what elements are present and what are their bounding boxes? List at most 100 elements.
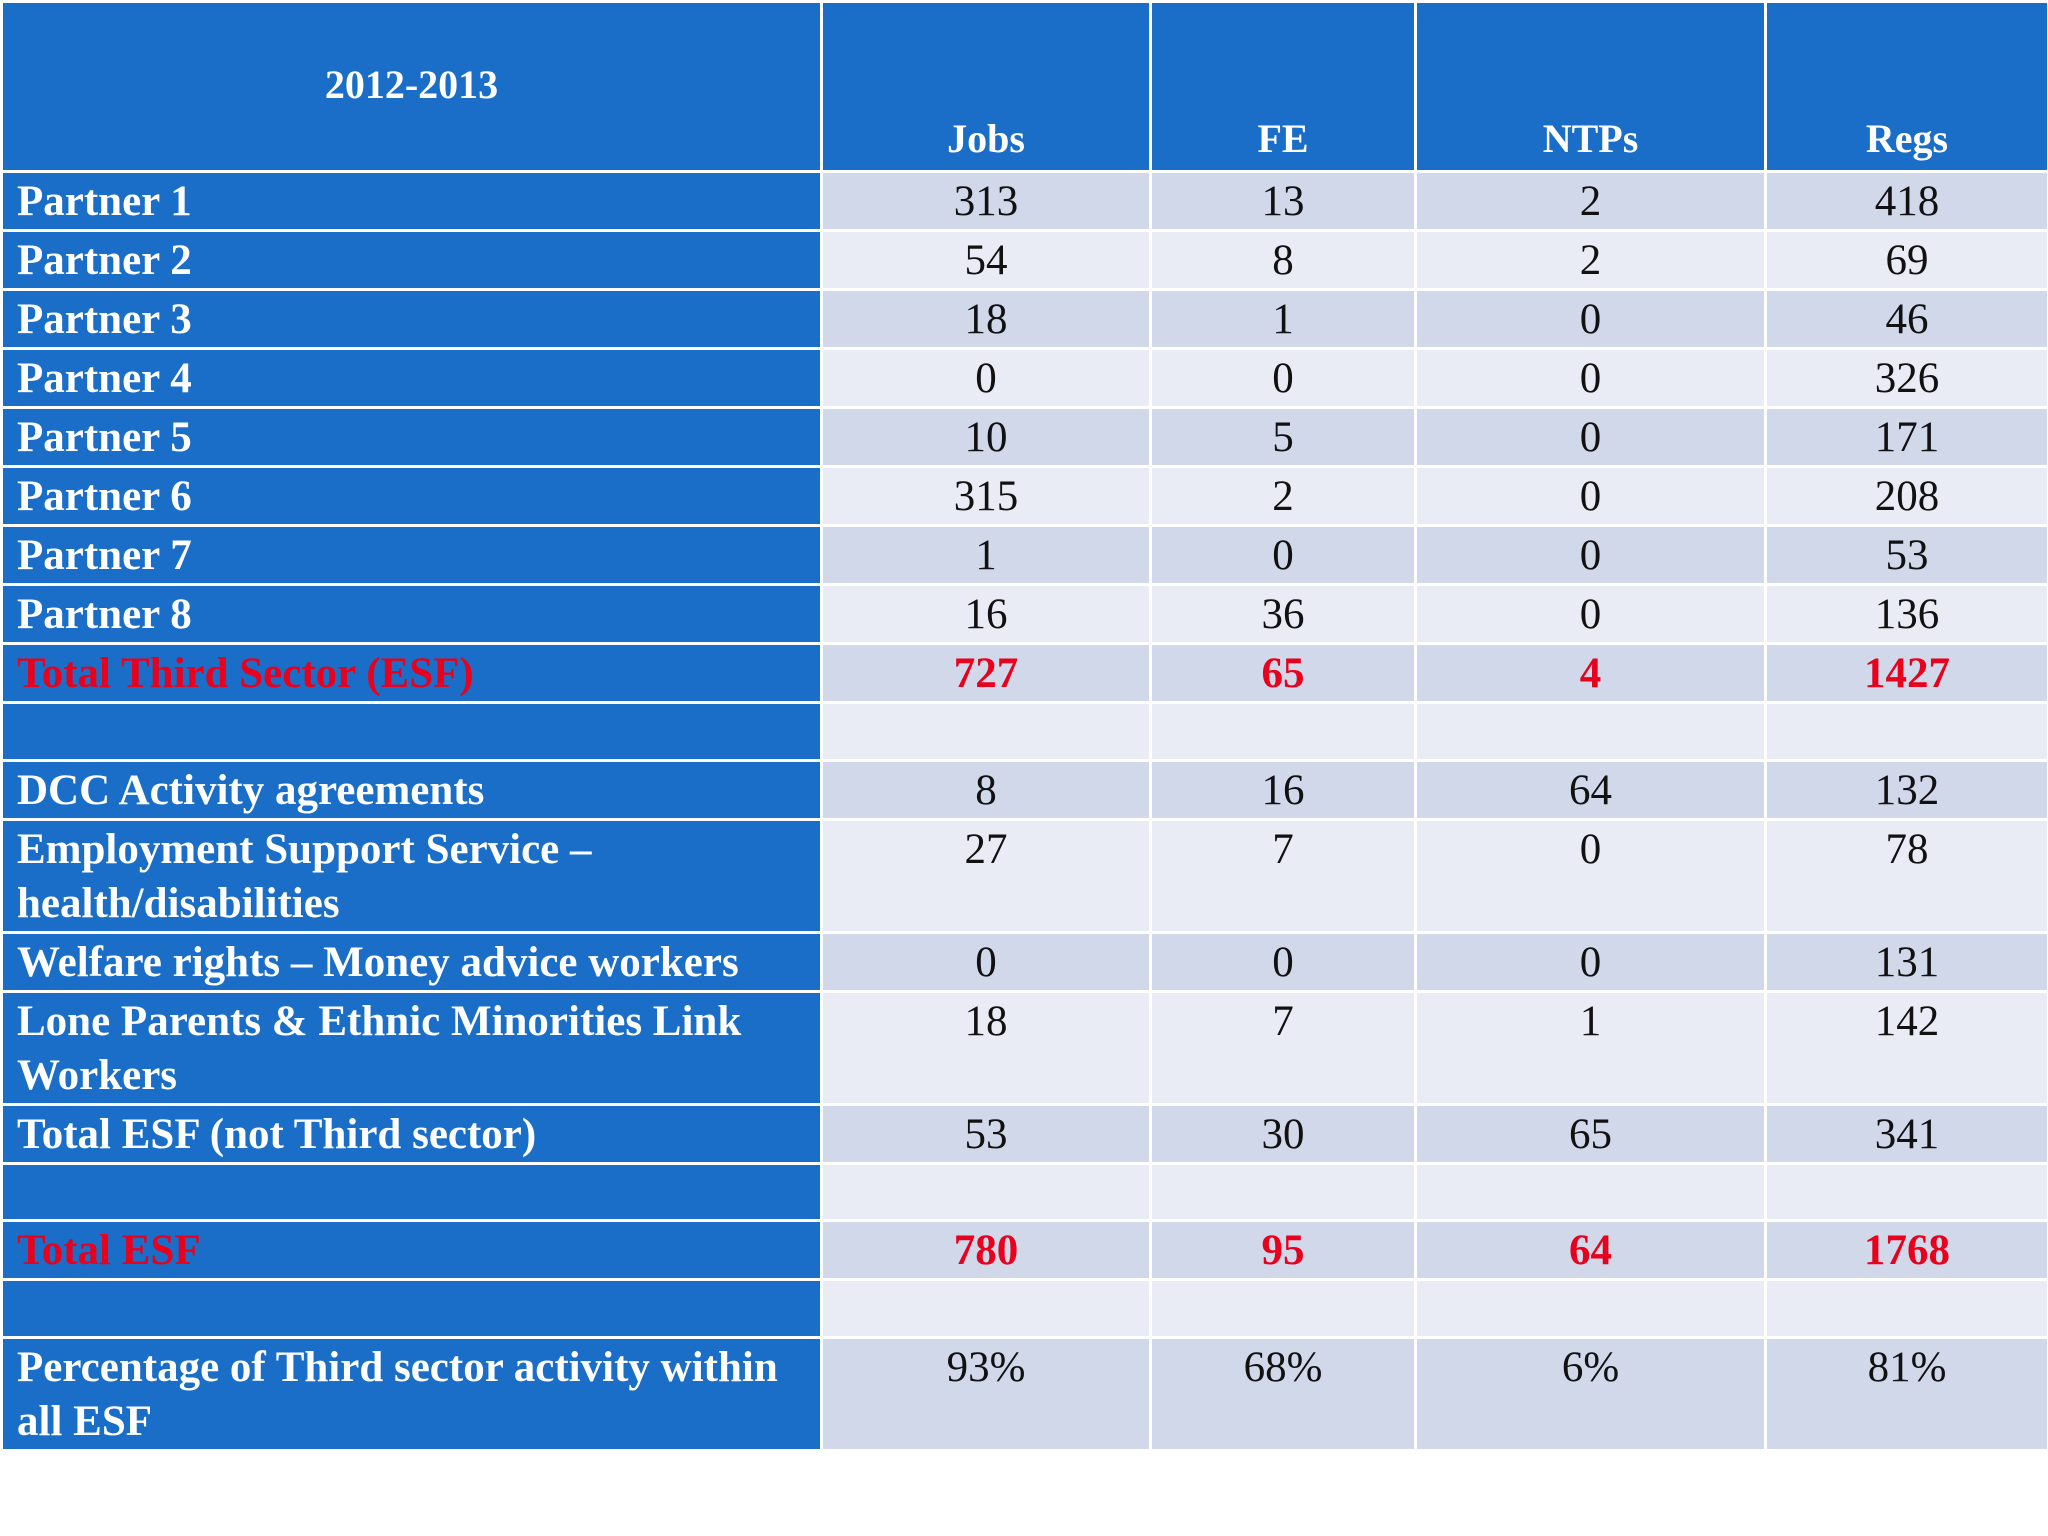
row-label: Total ESF (not Third sector): [0, 1102, 823, 1165]
data-cell: 54: [820, 229, 1152, 291]
data-cell: 1768: [1764, 1219, 2048, 1281]
data-cell: 16: [1149, 758, 1417, 821]
data-cell: 81%: [1764, 1335, 2048, 1452]
table-row: Employment Support Service – health/disa…: [0, 817, 2048, 934]
row-label: Partner 3: [0, 288, 823, 350]
table-row: Total ESF (not Third sector) 53 30 65 341: [0, 1102, 2048, 1165]
data-cell: 0: [1149, 347, 1417, 409]
data-cell: 418: [1764, 170, 2048, 232]
data-cell: 8: [820, 758, 1152, 821]
data-cell: 0: [1414, 817, 1767, 934]
row-label: Partner 6: [0, 465, 823, 527]
table-row: Partner 8 16 36 0 136: [0, 583, 2048, 645]
row-label: DCC Activity agreements: [0, 758, 823, 821]
data-cell: 68%: [1149, 1335, 1417, 1452]
data-cell: 7: [1149, 989, 1417, 1106]
data-cell: 341: [1764, 1102, 2048, 1165]
data-cell: 95: [1149, 1219, 1417, 1281]
data-cell: 13: [1149, 170, 1417, 232]
data-cell: 136: [1764, 583, 2048, 645]
table-row: Total Third Sector (ESF) 727 65 4 1427: [0, 642, 2048, 704]
row-label: Welfare rights – Money advice workers: [0, 930, 823, 993]
data-cell: 4: [1414, 642, 1767, 704]
spacer-row: [0, 1161, 2048, 1222]
spacer-cell: [1149, 1161, 1417, 1222]
row-label: Partner 4: [0, 347, 823, 409]
row-label: Total Third Sector (ESF): [0, 642, 823, 704]
spacer-row: [0, 1278, 2048, 1339]
data-cell: 0: [1414, 524, 1767, 586]
spacer-cell: [820, 1161, 1152, 1222]
data-cell: 0: [1149, 524, 1417, 586]
data-cell: 65: [1414, 1102, 1767, 1165]
data-cell: 0: [1414, 347, 1767, 409]
table-body: Partner 1 313 13 2 418 Partner 2 54 8 2 69 Partner…: [0, 170, 2048, 1452]
header-row: 2012-2013 Jobs FE NTPs Regs: [0, 0, 2048, 173]
column-header: FE: [1149, 0, 1417, 173]
data-cell: 16: [820, 583, 1152, 645]
table-header: 2012-2013 Jobs FE NTPs Regs: [0, 0, 2048, 173]
table-row: Total ESF 780 95 64 1768: [0, 1219, 2048, 1281]
row-label: Partner 5: [0, 406, 823, 468]
data-cell: 0: [1414, 930, 1767, 993]
data-cell: 18: [820, 288, 1152, 350]
row-label: Partner 7: [0, 524, 823, 586]
data-cell: 326: [1764, 347, 2048, 409]
spacer-cell: [1149, 701, 1417, 762]
data-cell: 27: [820, 817, 1152, 934]
data-cell: 727: [820, 642, 1152, 704]
spacer-cell: [820, 1278, 1152, 1339]
table-row: Partner 7 1 0 0 53: [0, 524, 2048, 586]
spacer-cell: [1414, 1278, 1767, 1339]
data-cell: 7: [1149, 817, 1417, 934]
data-cell: 2: [1149, 465, 1417, 527]
spacer-cell: [1764, 701, 2048, 762]
spacer-label: [0, 701, 823, 762]
data-cell: 1: [1149, 288, 1417, 350]
data-cell: 131: [1764, 930, 2048, 993]
data-cell: 0: [1149, 930, 1417, 993]
data-cell: 315: [820, 465, 1152, 527]
data-cell: 171: [1764, 406, 2048, 468]
column-header: NTPs: [1414, 0, 1767, 173]
data-cell: 10: [820, 406, 1152, 468]
data-cell: 36: [1149, 583, 1417, 645]
table-row: Partner 6 315 2 0 208: [0, 465, 2048, 527]
data-cell: 313: [820, 170, 1152, 232]
spacer-cell: [1764, 1278, 2048, 1339]
spacer-cell: [1414, 701, 1767, 762]
spacer-cell: [1414, 1161, 1767, 1222]
table-row: Partner 4 0 0 0 326: [0, 347, 2048, 409]
table-row: Lone Parents & Ethnic Minorities Link Wo…: [0, 989, 2048, 1106]
data-cell: 2: [1414, 170, 1767, 232]
spacer-label: [0, 1278, 823, 1339]
row-label: Total ESF: [0, 1219, 823, 1281]
data-cell: 0: [1414, 288, 1767, 350]
spacer-cell: [820, 701, 1152, 762]
row-label: Partner 1: [0, 170, 823, 232]
data-cell: 93%: [820, 1335, 1152, 1452]
data-cell: 78: [1764, 817, 2048, 934]
data-cell: 18: [820, 989, 1152, 1106]
table-row: DCC Activity agreements 8 16 64 132: [0, 758, 2048, 821]
data-cell: 65: [1149, 642, 1417, 704]
spacer-cell: [1764, 1161, 2048, 1222]
data-cell: 1427: [1764, 642, 2048, 704]
data-cell: 46: [1764, 288, 2048, 350]
data-cell: 5: [1149, 406, 1417, 468]
spacer-row: [0, 701, 2048, 762]
spacer-cell: [1149, 1278, 1417, 1339]
row-label: Lone Parents & Ethnic Minorities Link Wo…: [0, 989, 823, 1106]
column-header: Jobs: [820, 0, 1152, 173]
data-cell: 0: [1414, 465, 1767, 527]
row-label: Percentage of Third sector activity with…: [0, 1335, 823, 1452]
data-cell: 132: [1764, 758, 2048, 821]
data-cell: 64: [1414, 758, 1767, 821]
data-cell: 0: [820, 347, 1152, 409]
data-cell: 30: [1149, 1102, 1417, 1165]
data-cell: 8: [1149, 229, 1417, 291]
table-row: Welfare rights – Money advice workers 0 0 0…: [0, 930, 2048, 993]
data-cell: 780: [820, 1219, 1152, 1281]
row-label: Employment Support Service – health/disa…: [0, 817, 823, 934]
